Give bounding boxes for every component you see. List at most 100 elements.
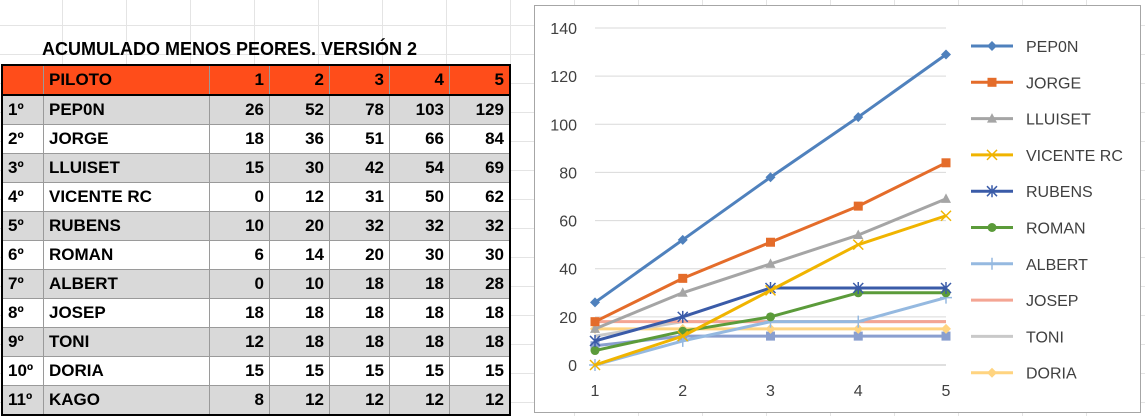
cell-race-5[interactable]: 18 <box>449 298 511 328</box>
cell-position[interactable]: 2º <box>1 124 44 154</box>
cell-race-5[interactable]: 84 <box>449 124 511 154</box>
cell-piloto[interactable]: PEP0N <box>43 94 210 125</box>
cell-race-3[interactable]: 78 <box>329 94 390 125</box>
cell-race-3[interactable]: 12 <box>329 385 390 416</box>
cell-position[interactable]: 3º <box>1 153 44 183</box>
cell-race-1[interactable]: 10 <box>209 211 270 241</box>
cell-position[interactable]: 10º <box>1 356 44 386</box>
line-chart[interactable]: 0 20 40 60 80 100 120 140 1 2 3 4 5 PEP0N JORGE LLUISET… <box>534 5 1141 413</box>
header-cell-race-3[interactable]: 3 <box>329 64 390 96</box>
cell-position[interactable]: 4º <box>1 182 44 212</box>
legend-entry[interactable]: ROMAN <box>971 221 1086 238</box>
cell-piloto[interactable]: DORIA <box>43 356 210 386</box>
cell-race-4[interactable]: 103 <box>389 94 450 125</box>
cell-race-1[interactable]: 18 <box>209 124 270 154</box>
cell-race-2[interactable]: 18 <box>269 298 330 328</box>
cell-race-3[interactable]: 51 <box>329 124 390 154</box>
cell-race-2[interactable]: 15 <box>269 356 330 386</box>
header-cell-race-1[interactable]: 1 <box>209 64 270 96</box>
cell-race-3[interactable]: 20 <box>329 240 390 270</box>
legend-entry[interactable]: JOSEP <box>971 293 1078 310</box>
cell-race-1[interactable]: 0 <box>209 269 270 299</box>
cell-race-5[interactable]: 28 <box>449 269 511 299</box>
legend-entry[interactable]: LLUISET <box>971 112 1091 129</box>
legend-entry[interactable]: DORIA <box>971 366 1077 383</box>
cell-race-4[interactable]: 18 <box>389 269 450 299</box>
cell-race-3[interactable]: 18 <box>329 298 390 328</box>
cell-piloto[interactable]: LLUISET <box>43 153 210 183</box>
cell-race-3[interactable]: 31 <box>329 182 390 212</box>
cell-position[interactable]: 6º <box>1 240 44 270</box>
cell-race-5[interactable]: 12 <box>449 385 511 416</box>
legend-entry[interactable]: ALBERT <box>971 257 1088 274</box>
cell-piloto[interactable]: ALBERT <box>43 269 210 299</box>
header-cell-piloto[interactable]: PILOTO <box>43 64 210 96</box>
cell-piloto[interactable]: RUBENS <box>43 211 210 241</box>
cell-race-5[interactable]: 30 <box>449 240 511 270</box>
legend-entry[interactable]: PEP0N <box>971 39 1078 56</box>
cell-race-5[interactable]: 18 <box>449 327 511 357</box>
cell-race-5[interactable]: 62 <box>449 182 511 212</box>
cell-race-3[interactable]: 15 <box>329 356 390 386</box>
header-cell-race-4[interactable]: 4 <box>389 64 450 96</box>
legend-label: JORGE <box>1026 75 1081 92</box>
legend-entry[interactable]: RUBENS <box>971 184 1093 201</box>
cell-race-1[interactable]: 15 <box>209 153 270 183</box>
cell-race-1[interactable]: 12 <box>209 327 270 357</box>
cell-race-4[interactable]: 18 <box>389 327 450 357</box>
cell-position[interactable]: 11º <box>1 385 44 416</box>
cell-race-2[interactable]: 52 <box>269 94 330 125</box>
table-row: 1º PEP0N 26 52 78 103 129 <box>1 94 511 125</box>
cell-piloto[interactable]: ROMAN <box>43 240 210 270</box>
cell-piloto[interactable]: JORGE <box>43 124 210 154</box>
cell-race-4[interactable]: 32 <box>389 211 450 241</box>
legend-entry[interactable]: VICENTE RC <box>971 148 1123 165</box>
cell-position[interactable]: 8º <box>1 298 44 328</box>
data-point <box>678 273 688 283</box>
cell-race-4[interactable]: 15 <box>389 356 450 386</box>
cell-race-2[interactable]: 18 <box>269 327 330 357</box>
header-cell-position[interactable] <box>1 64 44 96</box>
cell-race-4[interactable]: 12 <box>389 385 450 416</box>
cell-position[interactable]: 7º <box>1 269 44 299</box>
cell-race-5[interactable]: 15 <box>449 356 511 386</box>
cell-piloto[interactable]: VICENTE RC <box>43 182 210 212</box>
cell-position[interactable]: 9º <box>1 327 44 357</box>
cell-race-1[interactable]: 26 <box>209 94 270 125</box>
cell-race-1[interactable]: 18 <box>209 298 270 328</box>
header-cell-race-2[interactable]: 2 <box>269 64 330 96</box>
cell-race-2[interactable]: 14 <box>269 240 330 270</box>
cell-race-1[interactable]: 0 <box>209 182 270 212</box>
cell-race-2[interactable]: 20 <box>269 211 330 241</box>
cell-race-4[interactable]: 50 <box>389 182 450 212</box>
cell-race-4[interactable]: 18 <box>389 298 450 328</box>
table-header-row: PILOTO 1 2 3 4 5 <box>1 64 511 96</box>
cell-position[interactable]: 5º <box>1 211 44 241</box>
cell-race-1[interactable]: 6 <box>209 240 270 270</box>
legend-entry[interactable]: JORGE <box>971 75 1081 92</box>
data-point <box>852 315 865 328</box>
cell-race-3[interactable]: 42 <box>329 153 390 183</box>
cell-race-5[interactable]: 32 <box>449 211 511 241</box>
cell-race-1[interactable]: 15 <box>209 356 270 386</box>
cell-race-2[interactable]: 36 <box>269 124 330 154</box>
cell-race-5[interactable]: 129 <box>449 94 511 125</box>
cell-race-3[interactable]: 32 <box>329 211 390 241</box>
cell-piloto[interactable]: TONI <box>43 327 210 357</box>
cell-race-4[interactable]: 54 <box>389 153 450 183</box>
header-cell-race-5[interactable]: 5 <box>449 64 511 96</box>
cell-piloto[interactable]: KAGO <box>43 385 210 416</box>
cell-race-2[interactable]: 12 <box>269 385 330 416</box>
cell-position[interactable]: 1º <box>1 94 44 125</box>
cell-race-3[interactable]: 18 <box>329 327 390 357</box>
cell-race-2[interactable]: 12 <box>269 182 330 212</box>
legend-entry[interactable]: TONI <box>971 329 1064 346</box>
cell-race-2[interactable]: 10 <box>269 269 330 299</box>
cell-race-4[interactable]: 66 <box>389 124 450 154</box>
cell-race-5[interactable]: 69 <box>449 153 511 183</box>
cell-race-3[interactable]: 18 <box>329 269 390 299</box>
cell-piloto[interactable]: JOSEP <box>43 298 210 328</box>
cell-race-4[interactable]: 30 <box>389 240 450 270</box>
cell-race-2[interactable]: 30 <box>269 153 330 183</box>
cell-race-1[interactable]: 8 <box>209 385 270 416</box>
